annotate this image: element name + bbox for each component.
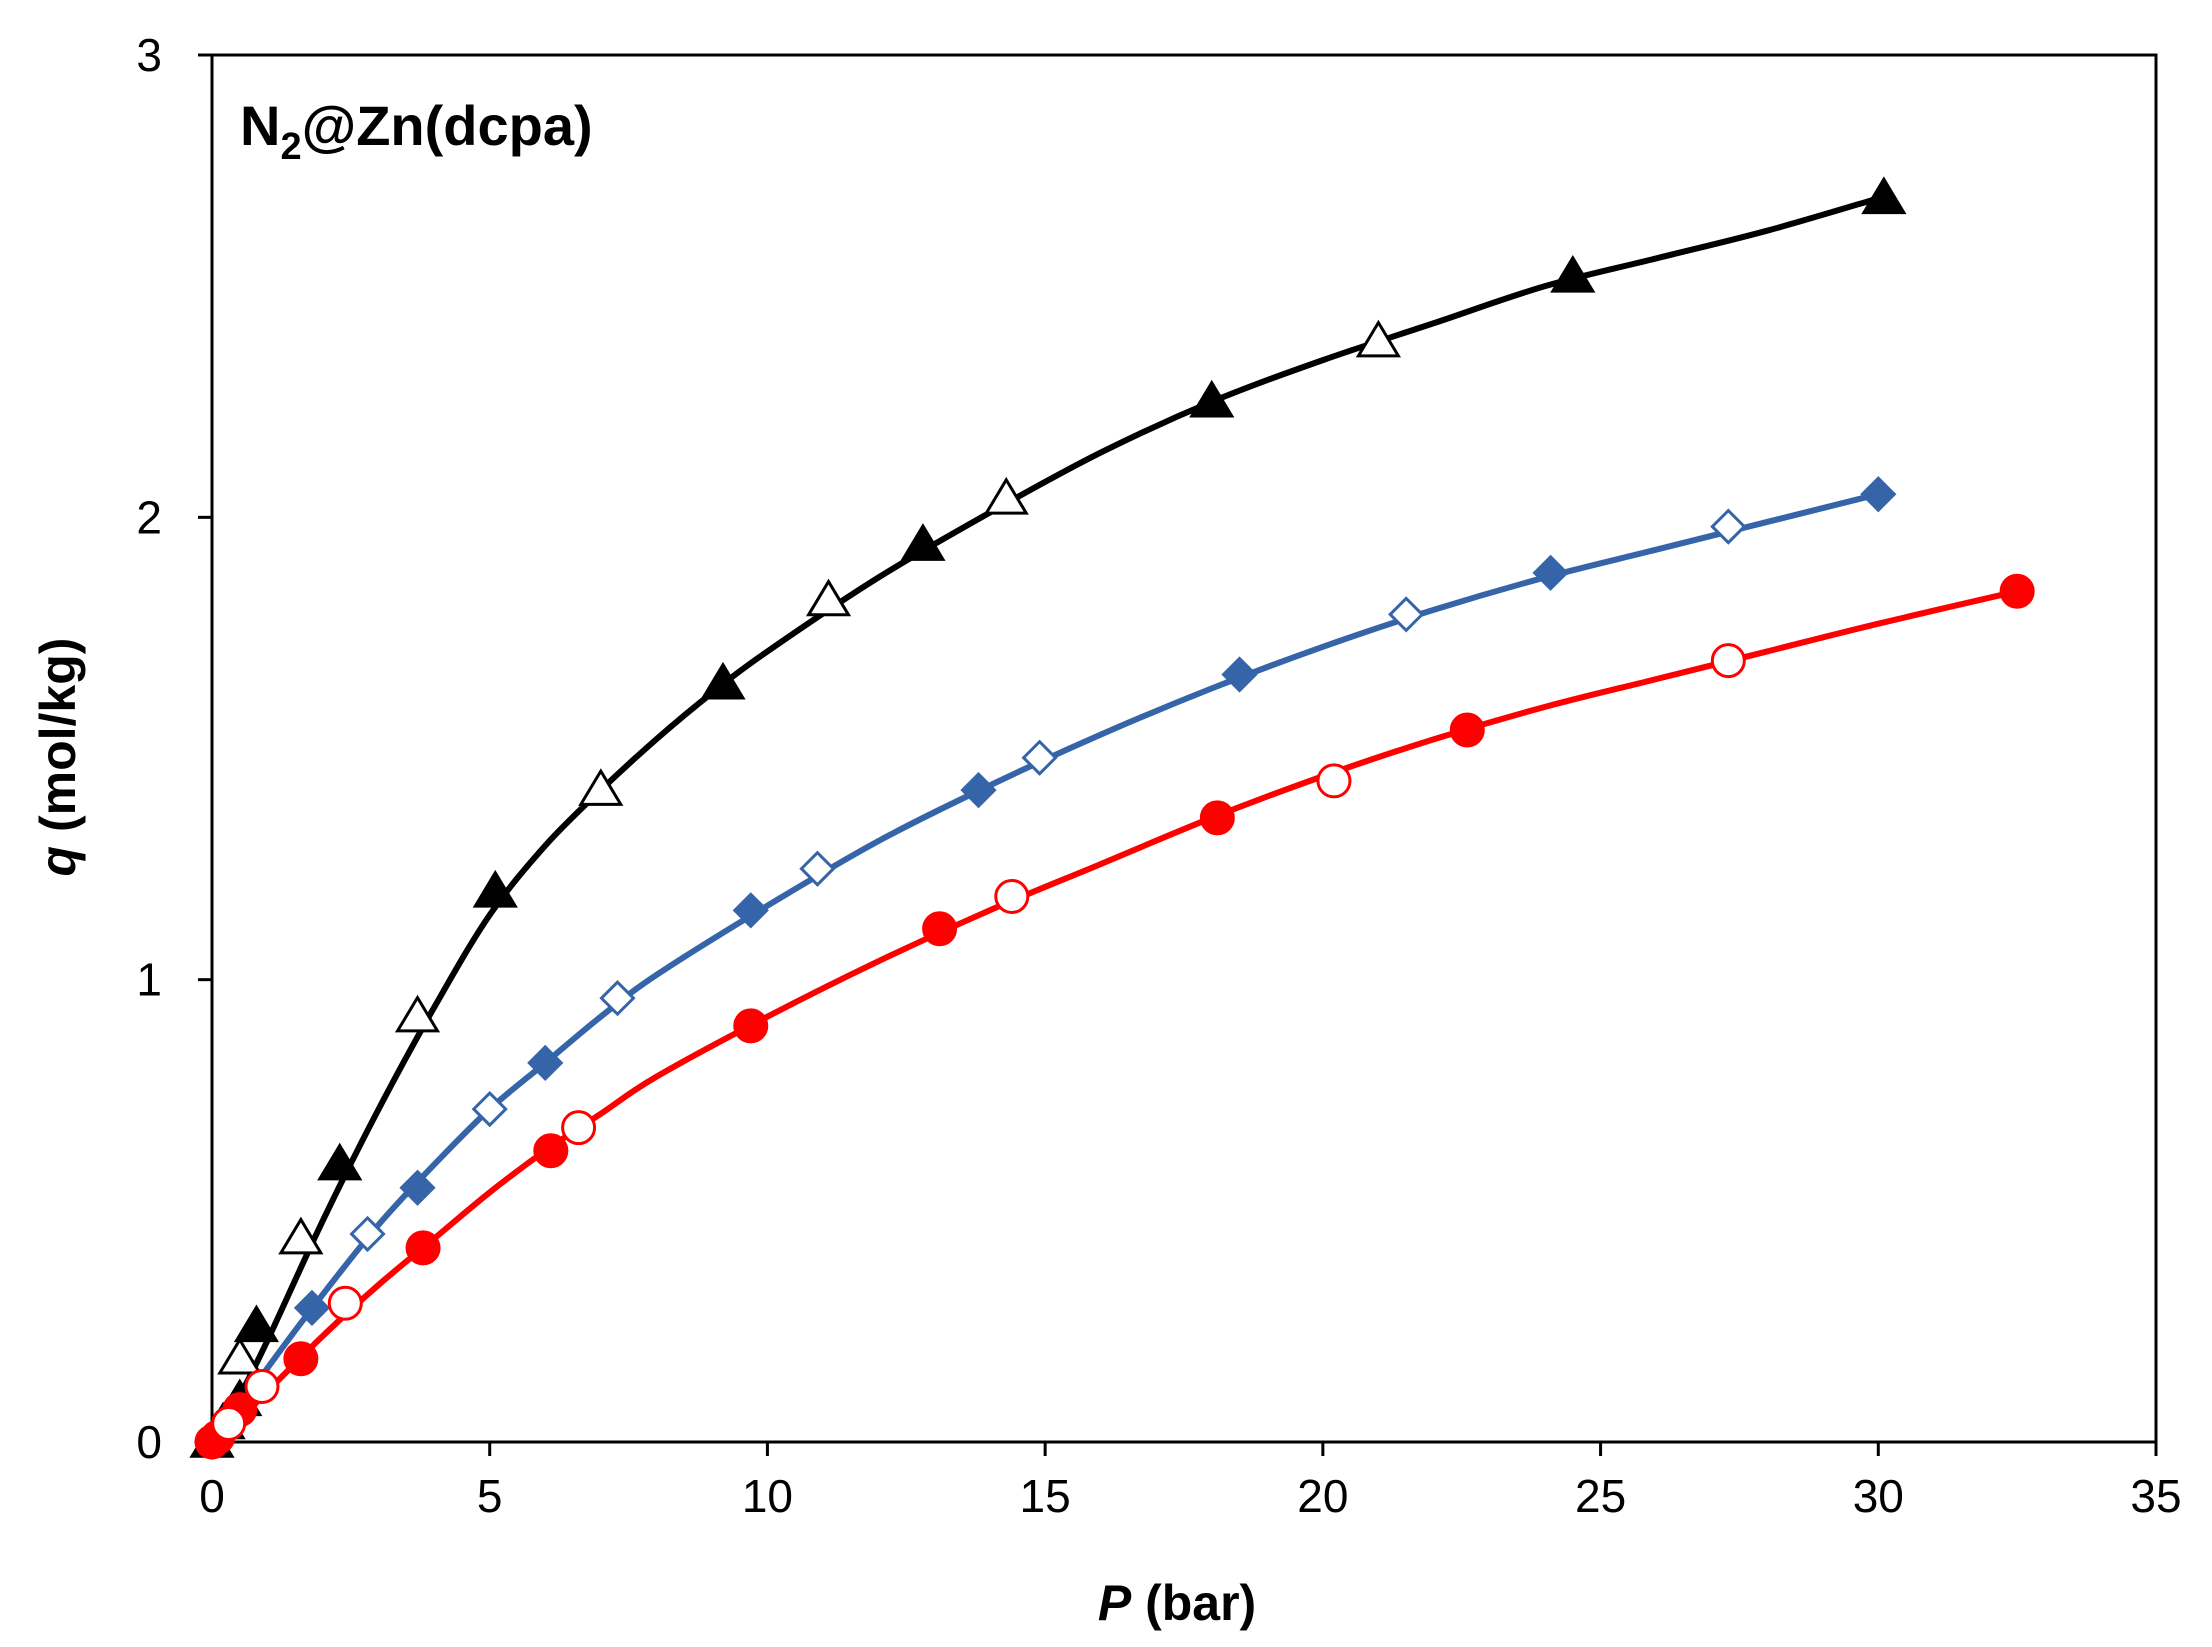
- blue-diamonds-filled-point: [1535, 557, 1567, 589]
- x-axis-title: P (bar): [1098, 1575, 1256, 1631]
- black-triangles-fit-line: [212, 198, 1878, 1442]
- series-layer: [192, 179, 2033, 1458]
- y-axis-title: q (mol/kg): [30, 638, 86, 877]
- axis-ticks: [198, 55, 2156, 1456]
- chart: 0 5 10 15 20 25 30 35 0 1 2 3 N2@Zn(dcpa) P (bar) q…: [0, 0, 2212, 1647]
- blue-diamonds-filled-point: [402, 1172, 434, 1204]
- red-circles-filled-point: [2001, 575, 2033, 607]
- x-tick-label: 0: [199, 1470, 225, 1522]
- red-circles-filled-point: [735, 1010, 767, 1042]
- red-circles-open-point: [1318, 765, 1350, 797]
- blue-diamonds-fit-line: [212, 494, 1878, 1442]
- blue-diamonds-filled-point: [1224, 659, 1256, 691]
- x-tick-label: 15: [1020, 1470, 1071, 1522]
- y-tick-label: 0: [136, 1416, 162, 1468]
- x-tick-label: 30: [1853, 1470, 1904, 1522]
- black-triangles-filled-point: [236, 1307, 276, 1340]
- series-blue-diamonds: [196, 478, 1894, 1458]
- series-black-triangles: [192, 179, 1904, 1456]
- red-circles-open-point: [246, 1371, 278, 1403]
- red-circles-open-point: [213, 1408, 245, 1440]
- red-circles-open-point: [329, 1287, 361, 1319]
- plot-frame: [212, 55, 2156, 1442]
- x-tick-label: 10: [742, 1470, 793, 1522]
- y-tick-label: 2: [136, 491, 162, 543]
- tick-labels: 0 5 10 15 20 25 30 35 0 1 2 3: [136, 29, 2181, 1522]
- red-circles-open-point: [1712, 645, 1744, 677]
- red-circles-filled-point: [1451, 714, 1483, 746]
- red-circles-filled-point: [535, 1135, 567, 1167]
- blue-diamonds-filled-point: [962, 774, 994, 806]
- y-tick-label: 3: [136, 29, 162, 81]
- y-tick-label: 1: [136, 954, 162, 1006]
- x-tick-label: 25: [1575, 1470, 1626, 1522]
- x-tick-label: 20: [1297, 1470, 1348, 1522]
- red-circles-filled-point: [924, 913, 956, 945]
- blue-diamonds-open-point: [1390, 598, 1422, 630]
- series-red-circles: [196, 575, 2033, 1458]
- plot-area-border: [212, 55, 2156, 1442]
- x-tick-label: 5: [477, 1470, 503, 1522]
- black-triangles-filled-point: [1192, 383, 1232, 416]
- red-circles-fit-line: [212, 591, 2017, 1442]
- blue-diamonds-filled-point: [1862, 478, 1894, 510]
- red-circles-filled-point: [1201, 802, 1233, 834]
- red-circles-filled-point: [407, 1232, 439, 1264]
- black-triangles-filled-point: [1864, 179, 1904, 212]
- red-circles-open-point: [996, 880, 1028, 912]
- red-circles-filled-point: [285, 1343, 317, 1375]
- red-circles-open-point: [563, 1112, 595, 1144]
- blue-diamonds-open-point: [1712, 511, 1744, 543]
- black-triangles-open-point: [220, 1340, 260, 1373]
- x-tick-label: 35: [2130, 1470, 2181, 1522]
- plot-title: N2@Zn(dcpa): [240, 94, 593, 168]
